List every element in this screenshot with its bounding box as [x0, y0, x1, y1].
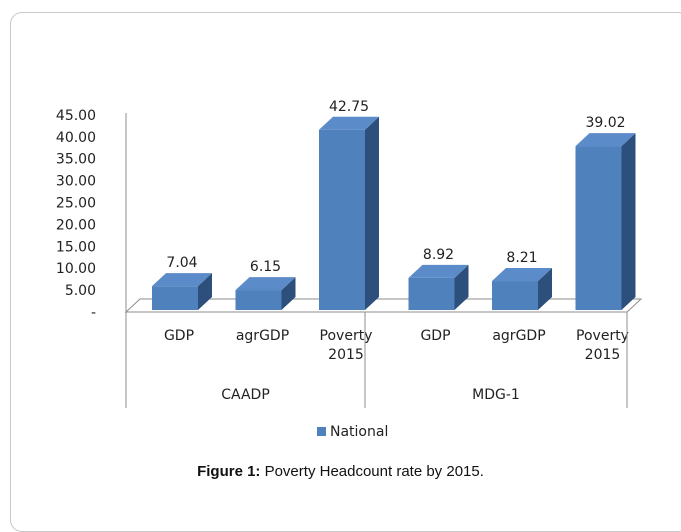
bar-top: [575, 133, 636, 147]
y-tick-label: 45.00: [56, 108, 96, 124]
x-group-label: MDG-1: [472, 387, 520, 403]
bar-top: [235, 277, 296, 291]
bar-side: [198, 273, 212, 310]
caption-label: Figure 1:: [197, 463, 261, 480]
y-tick-label: 10.00: [56, 261, 96, 277]
chart-floor: [124, 298, 643, 313]
bar: [492, 281, 538, 310]
figure-caption: Figure 1: Poverty Headcount rate by 2015…: [0, 463, 681, 480]
data-label: 7.04: [166, 255, 197, 271]
bar-top: [492, 268, 552, 282]
x-category-label: Poverty 2015: [576, 328, 629, 363]
x-category-label: GDP: [164, 328, 194, 344]
bar-top: [152, 273, 212, 287]
y-tick-label: 15.00: [56, 239, 96, 255]
y-tick-label: -: [91, 305, 96, 321]
x-category-label: Poverty 2015: [320, 328, 373, 363]
y-tick-label: 25.00: [56, 196, 96, 212]
bar: [319, 129, 365, 310]
data-label: 8.21: [506, 250, 537, 266]
data-label: 8.92: [423, 247, 454, 263]
bar-top: [319, 116, 379, 130]
data-label: 42.75: [329, 99, 369, 115]
y-tick-label: 5.00: [65, 283, 96, 299]
bar: [235, 290, 282, 310]
x-category-label: agrGDP: [492, 328, 545, 344]
bar: [575, 146, 622, 310]
legend-label: National: [330, 424, 388, 440]
y-tick-label: 20.00: [56, 217, 96, 233]
y-tick-label: 30.00: [56, 174, 96, 190]
bar-side: [621, 133, 636, 310]
y-tick-label: 40.00: [56, 130, 96, 146]
y-tick-label: 35.00: [56, 152, 96, 168]
data-label: 6.15: [250, 259, 281, 275]
legend-swatch: [317, 427, 326, 436]
bar-side: [538, 268, 552, 310]
bar-side: [281, 277, 296, 310]
data-label: 39.02: [585, 115, 625, 131]
bar-top: [408, 264, 469, 278]
caption-text: Poverty Headcount rate by 2015.: [260, 463, 484, 480]
x-category-label: GDP: [420, 328, 450, 344]
bar-side: [365, 116, 379, 310]
bar: [408, 277, 455, 310]
bar-side: [454, 264, 469, 310]
bar: [152, 286, 198, 310]
x-group-label: CAADP: [221, 387, 270, 403]
x-category-label: agrGDP: [236, 328, 289, 344]
